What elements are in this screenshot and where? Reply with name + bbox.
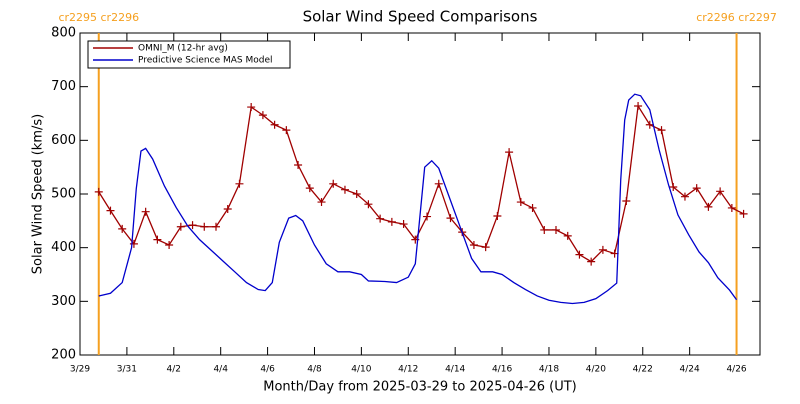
x-tick-label: 4/10 (351, 365, 371, 375)
data-point (258, 111, 267, 120)
data-point (329, 179, 338, 188)
data-point (200, 222, 209, 231)
x-axis-label: Month/Day from 2025-03-29 to 2025-04-26 … (263, 380, 576, 395)
data-point (376, 214, 385, 223)
y-axis-label: Solar Wind Speed (km/s) (31, 114, 46, 274)
x-tick-label: 4/4 (213, 365, 228, 375)
x-tick-label: 4/14 (445, 365, 465, 375)
data-point (317, 198, 326, 207)
x-tick-label: 4/8 (307, 365, 322, 375)
data-point (634, 101, 643, 110)
data-point (645, 120, 654, 129)
y-tick-label: 600 (51, 133, 76, 148)
data-point (106, 206, 115, 215)
data-point (552, 225, 560, 234)
data-point (704, 202, 713, 211)
data-point (493, 212, 502, 221)
data-point (423, 212, 432, 221)
data-point (188, 221, 197, 230)
boundary-label: cr2296 cr2297 (696, 11, 777, 24)
data-point (153, 235, 162, 244)
data-point (212, 222, 220, 231)
data-point (235, 179, 244, 188)
data-point (622, 196, 631, 205)
data-point (399, 220, 408, 229)
data-point (305, 184, 314, 193)
data-point (118, 224, 127, 233)
chart-title: Solar Wind Speed Comparisons (303, 8, 538, 26)
x-tick-label: 3/31 (117, 365, 137, 375)
data-point (587, 257, 596, 266)
data-point (247, 103, 256, 112)
legend-label: OMNI_M (12-hr avg) (138, 44, 228, 54)
data-point (364, 200, 373, 209)
data-point (505, 148, 514, 157)
x-tick-label: 4/22 (633, 365, 653, 375)
data-point (739, 209, 748, 218)
data-point (352, 190, 361, 198)
data-point (176, 222, 185, 231)
data-point (563, 231, 572, 240)
x-tick-label: 4/18 (539, 365, 559, 375)
series-line (98, 93, 738, 305)
x-tick-label: 3/29 (70, 365, 90, 375)
y-tick-label: 300 (51, 294, 76, 309)
legend-box (87, 40, 291, 69)
data-point (223, 205, 232, 214)
x-tick-label: 4/2 (167, 365, 181, 375)
data-point (294, 161, 303, 170)
data-point (727, 203, 736, 212)
data-point (540, 225, 549, 234)
y-tick-label: 700 (51, 79, 76, 94)
x-tick-label: 4/26 (726, 365, 746, 375)
data-point (481, 243, 490, 252)
data-point (340, 185, 349, 194)
x-tick-label: 4/24 (680, 365, 700, 375)
data-point (165, 240, 174, 249)
data-point (141, 207, 150, 216)
data-point (680, 192, 689, 201)
legend-label: Predictive Science MAS Model (138, 56, 273, 66)
data-point (516, 198, 525, 207)
x-tick-label: 4/20 (586, 365, 606, 375)
data-point (657, 126, 666, 135)
data-point (270, 120, 279, 129)
data-point (669, 183, 678, 192)
data-point (387, 217, 396, 226)
y-tick-label: 500 (51, 187, 76, 202)
data-point (716, 187, 725, 196)
x-tick-label: 4/16 (492, 365, 512, 375)
data-point (469, 240, 478, 249)
y-tick-label: 400 (51, 240, 76, 255)
y-tick-label: 200 (51, 348, 76, 363)
x-tick-label: 4/12 (398, 365, 418, 375)
data-point (528, 203, 537, 212)
boundary-label: cr2295 cr2296 (58, 11, 139, 24)
data-point (282, 126, 291, 135)
data-point (598, 245, 607, 254)
data-point (575, 250, 584, 259)
y-tick-label: 800 (51, 26, 76, 41)
data-point (692, 184, 701, 193)
data-point (94, 187, 103, 196)
x-tick-label: 4/6 (260, 365, 275, 375)
data-point (446, 214, 455, 223)
data-point (434, 179, 443, 188)
